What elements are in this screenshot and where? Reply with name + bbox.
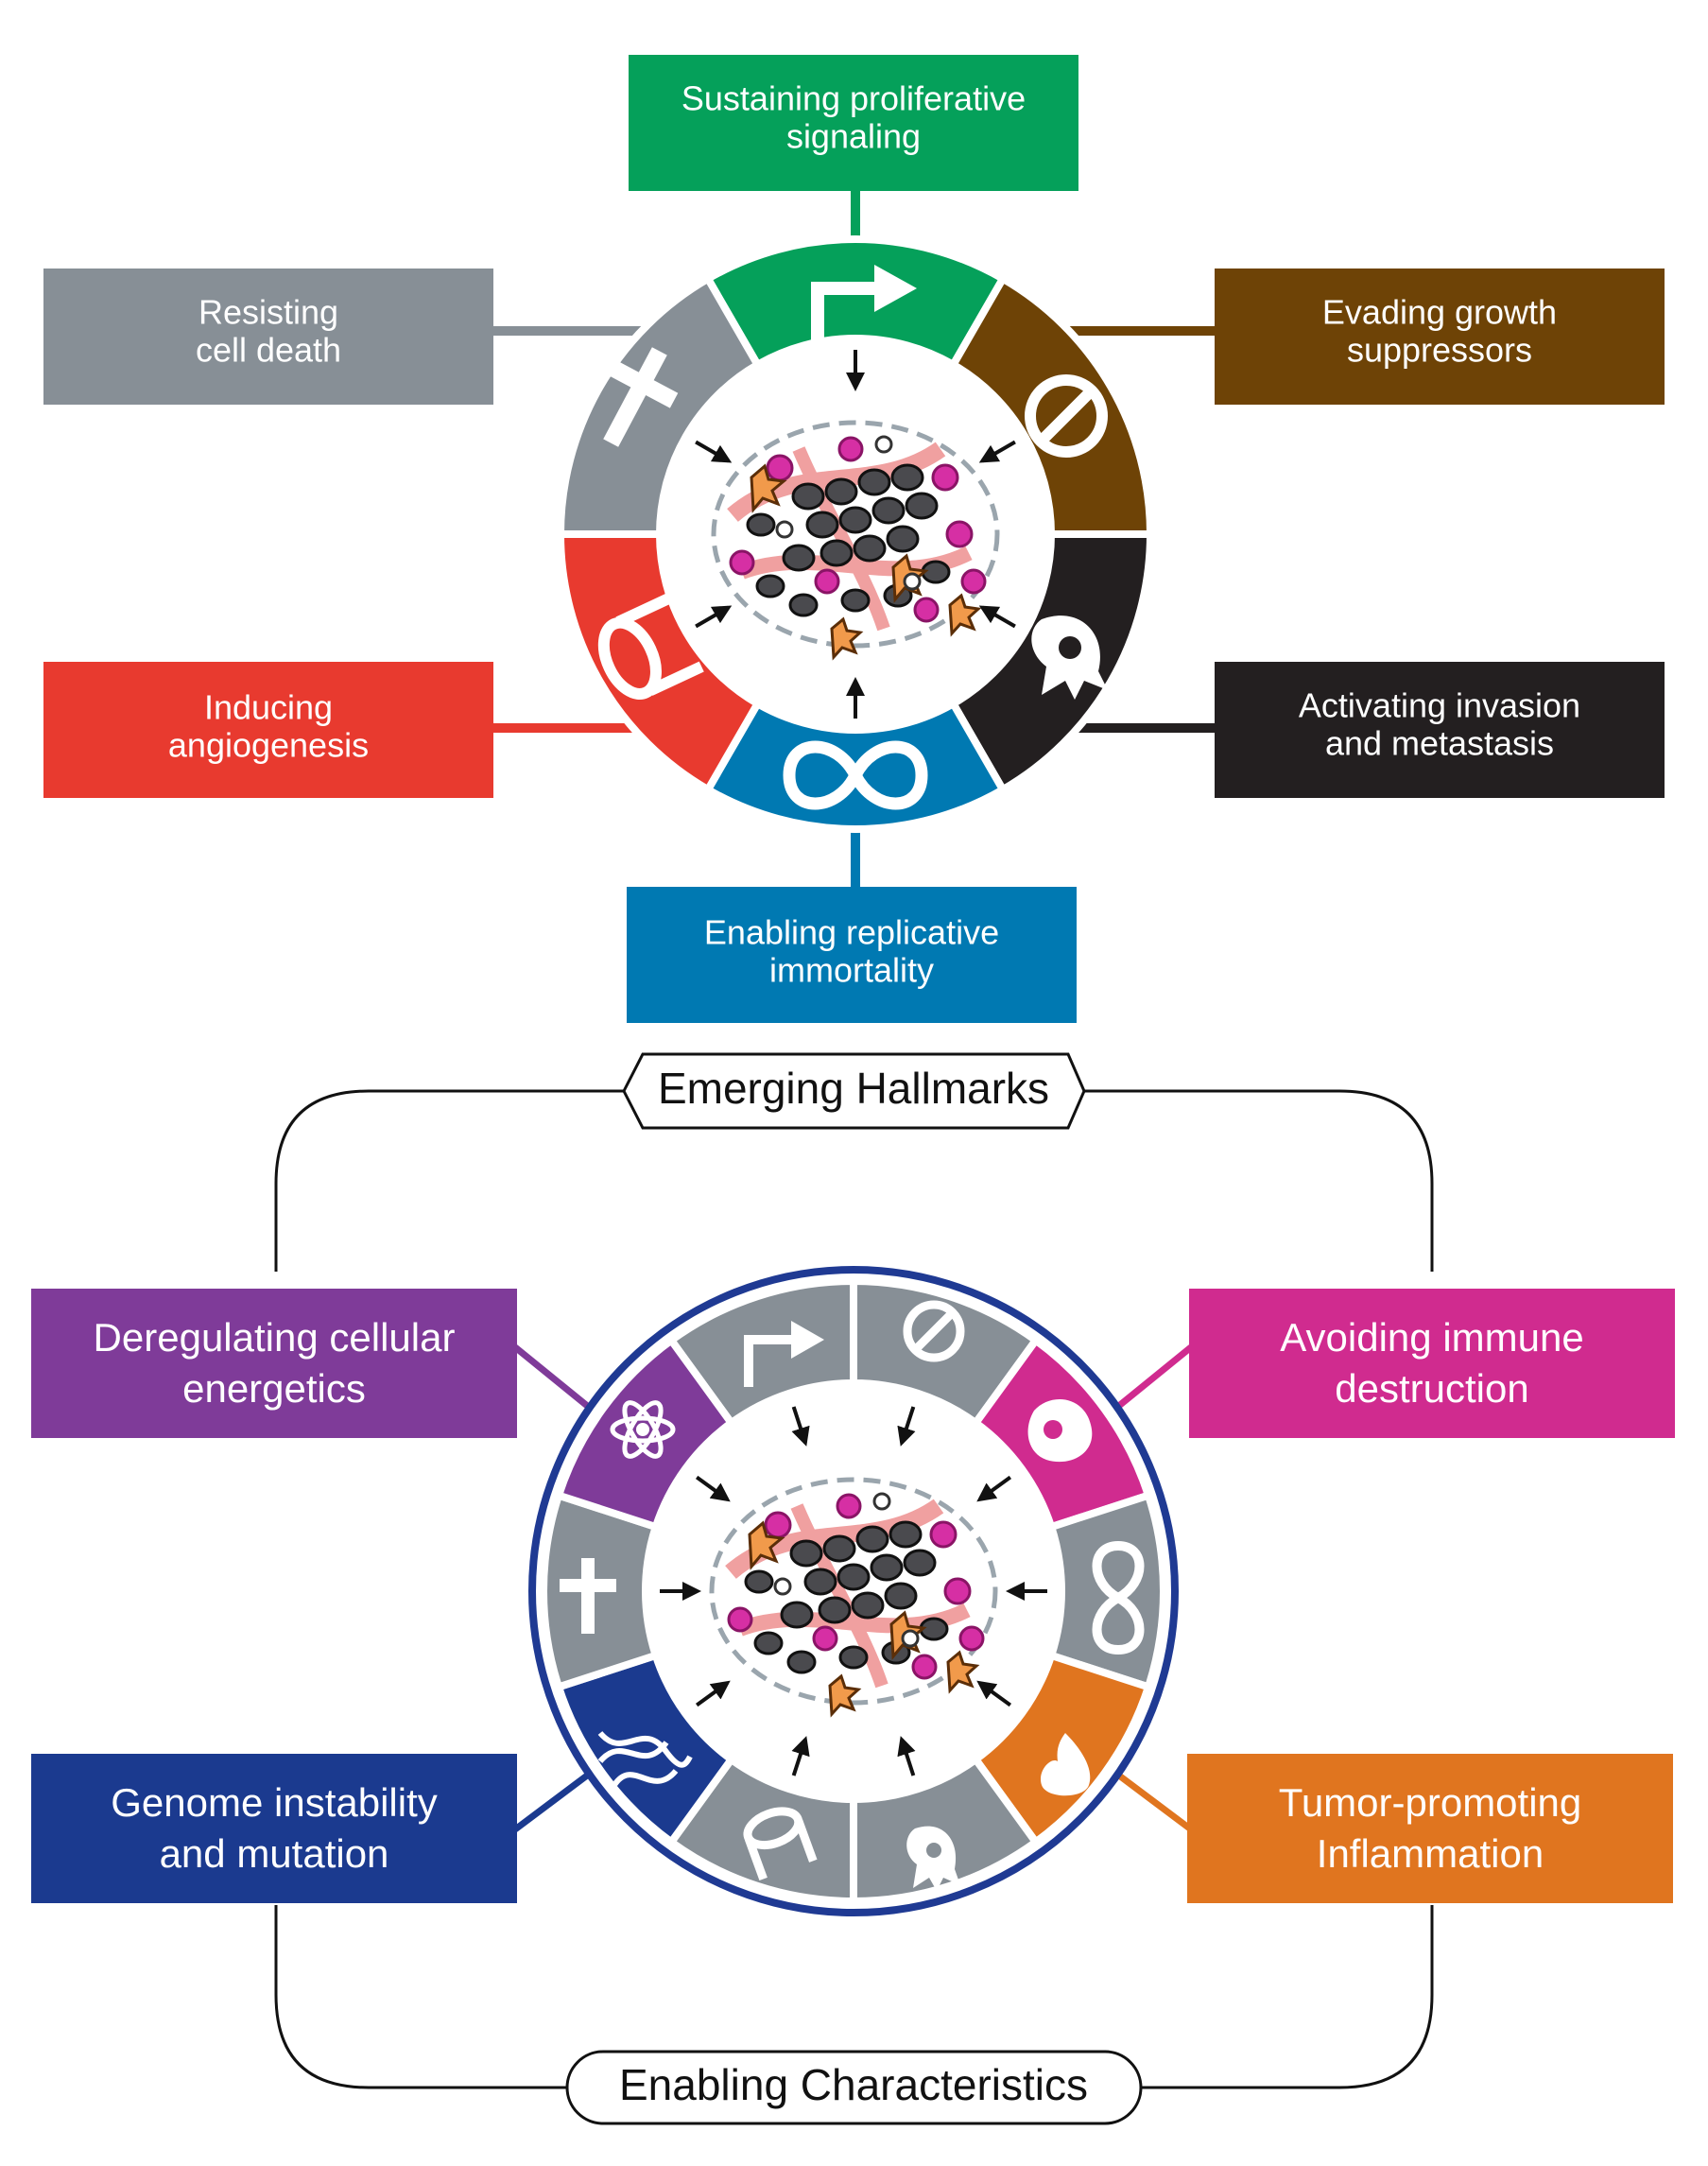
infinity-icon <box>1092 1540 1145 1655</box>
label-line: Avoiding immune <box>1280 1315 1583 1360</box>
label-line: Inflammation <box>1317 1831 1544 1876</box>
emerging-hallmarks-banner: Emerging Hallmarks <box>622 1052 1086 1130</box>
label-line: Genome instability <box>111 1780 438 1825</box>
top-wheel-center <box>660 338 1051 730</box>
label-line: Activating invasion <box>1299 686 1580 725</box>
label-line: immortality <box>769 951 934 990</box>
label-line: energetics <box>182 1366 366 1411</box>
label-line: Enabling replicative <box>704 913 999 952</box>
inward-arrow <box>976 1475 1012 1502</box>
label-line: angiogenesis <box>168 726 369 765</box>
label-line: Sustaining proliferative <box>681 79 1026 118</box>
bracket-bottom-right <box>1141 1905 1434 2089</box>
bottom-wheel-center <box>646 1383 1061 1799</box>
top-wheel-arrows <box>695 350 1016 719</box>
inward-arrow <box>978 440 1016 463</box>
infinity-icon <box>783 740 928 810</box>
connector-immune <box>1113 1344 1194 1412</box>
bracket-top-right <box>1084 1089 1434 1272</box>
inward-arrow <box>695 605 733 629</box>
inward-arrow <box>976 1680 1012 1707</box>
hallmark-immortality: Enabling replicative immortality <box>627 887 1077 1023</box>
label-line: and metastasis <box>1325 724 1554 763</box>
flame-icon <box>1040 1733 1091 1796</box>
label-line: destruction <box>1335 1366 1528 1411</box>
label-line: Deregulating cellular <box>94 1315 456 1360</box>
bottom-wheel-arrows <box>660 1406 1047 1776</box>
invading-cell-icon <box>906 1826 960 1891</box>
bracket-top-left <box>274 1089 624 1272</box>
enabling-genome: Genome instability and mutation <box>31 1754 517 1903</box>
atom-icon <box>610 1400 676 1459</box>
label-line: signaling <box>786 117 921 156</box>
inward-arrow <box>791 1736 810 1776</box>
label-line: Inducing <box>204 688 333 727</box>
emerging-hallmarks-title: Emerging Hallmarks <box>658 1064 1049 1113</box>
hallmark-cell-death: Resisting cell death <box>43 269 493 405</box>
cross-icon <box>560 1558 616 1634</box>
invading-cell-icon <box>1031 615 1108 700</box>
no-entry-icon <box>903 1300 965 1362</box>
inward-arrow <box>695 440 733 463</box>
inward-arrow <box>791 1406 810 1447</box>
inward-arrow <box>695 1475 731 1502</box>
inward-arrow <box>695 1680 731 1707</box>
bracket-bottom-left <box>274 1905 567 2089</box>
macrophage-icon <box>1027 1399 1093 1463</box>
enabling-inflammation: Tumor-promoting Inflammation <box>1187 1754 1673 1903</box>
emerging-energetics: Deregulating cellular energetics <box>31 1289 517 1438</box>
label-line: and mutation <box>160 1831 389 1876</box>
bent-arrow-icon <box>744 1321 824 1387</box>
hallmark-angiogenesis: Inducing angiogenesis <box>43 662 493 798</box>
hallmark-proliferative: Sustaining proliferative signaling <box>629 55 1078 191</box>
bottom-hallmark-wheel <box>539 1276 1168 1906</box>
bent-arrow-icon <box>811 265 917 355</box>
label-line: cell death <box>196 331 341 370</box>
label-line: Tumor-promoting <box>1279 1780 1582 1825</box>
inward-arrow <box>897 1406 916 1447</box>
connector-genome <box>512 1770 594 1832</box>
label-line: Resisting <box>198 293 338 332</box>
emerging-immune: Avoiding immune destruction <box>1189 1289 1675 1438</box>
vessel-icon <box>743 1807 818 1881</box>
hallmark-growth-suppressors: Evading growth suppressors <box>1215 269 1665 405</box>
no-entry-icon <box>1025 374 1108 458</box>
connector-inflammation <box>1113 1770 1194 1832</box>
cross-icon <box>603 347 679 447</box>
inward-arrow <box>978 605 1016 629</box>
vessel-icon <box>597 593 704 700</box>
dna-icon <box>597 1730 693 1787</box>
label-line: suppressors <box>1347 331 1532 370</box>
connector-energetics <box>512 1344 594 1412</box>
enabling-characteristics-banner: Enabling Characteristics <box>565 2050 1143 2125</box>
label-line: Evading growth <box>1322 293 1557 332</box>
hallmark-invasion: Activating invasion and metastasis <box>1215 662 1665 798</box>
inward-arrow <box>897 1736 916 1776</box>
enabling-characteristics-title: Enabling Characteristics <box>619 2060 1088 2109</box>
